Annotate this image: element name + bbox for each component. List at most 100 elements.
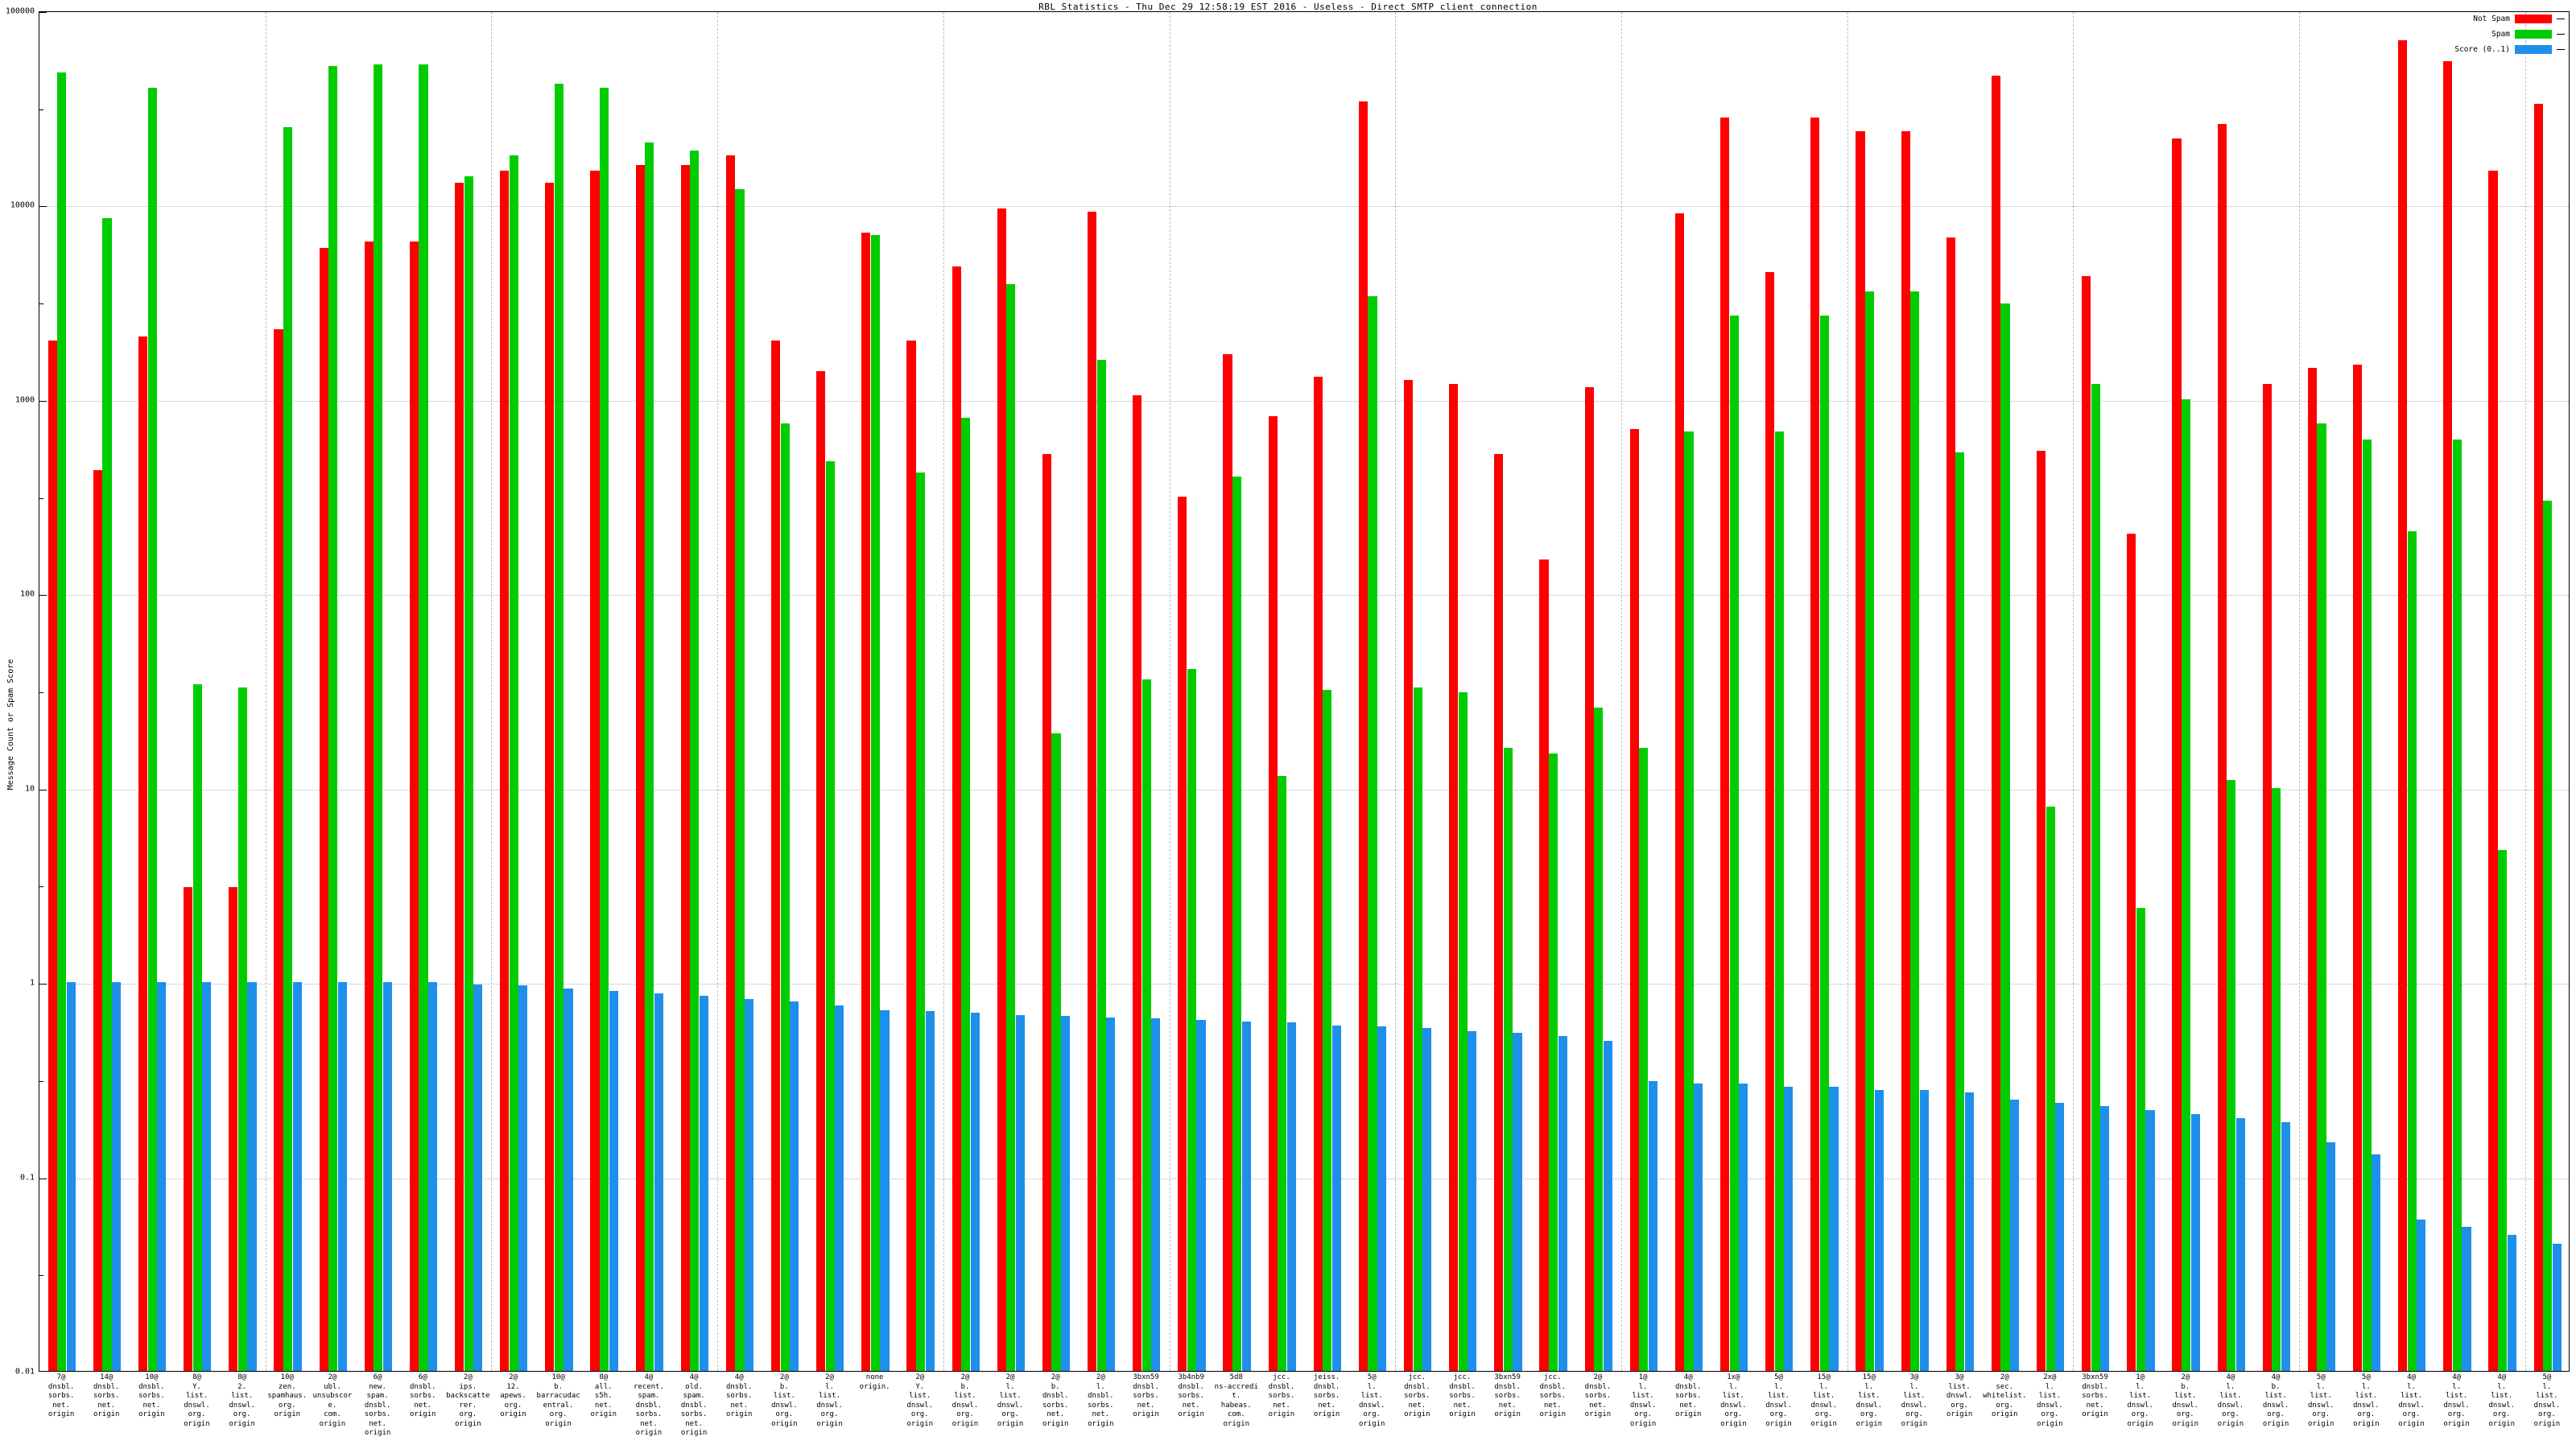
bar-score: [2417, 1220, 2426, 1371]
legend-color-swatch: [2515, 14, 2552, 23]
x-label-host-segment: list.: [1948, 1382, 1971, 1391]
bar-spam: [2046, 807, 2055, 1371]
bar-spam: [599, 88, 609, 1371]
bar-not-spam: [1133, 394, 1142, 1371]
x-label-kind: origin: [1901, 1419, 1928, 1428]
x-label-host-segment: l.: [2361, 1382, 2371, 1391]
bar-spam: [2317, 423, 2326, 1371]
x-label-host-segment: list.: [2264, 1392, 2287, 1400]
bar-not-spam: [1856, 130, 1865, 1371]
x-axis-tick-label: 5@ l. list. dnswl. org. origin: [1756, 1373, 1801, 1429]
x-label-kind: origin: [364, 1429, 391, 1437]
bar-not-spam: [1584, 387, 1594, 1371]
legend-label: Not Spam: [2473, 14, 2510, 23]
bar-score: [66, 982, 76, 1371]
x-label-host-segment: sorbs.: [409, 1392, 436, 1400]
x-label-host-segment: Y.: [192, 1382, 201, 1391]
x-label-host-segment: list.: [2355, 1392, 2377, 1400]
x-label-kind: origin: [2127, 1419, 2153, 1428]
bar-score: [1061, 1016, 1071, 1371]
legend-tick-line: [2557, 48, 2565, 50]
bar-not-spam: [2398, 40, 2408, 1371]
x-axis-labels: 7@ dnsbl. sorbs. net. origin 14@ dnsbl. sorbs. n…: [39, 1373, 2570, 1449]
x-label-host-segment: net.: [1273, 1401, 1290, 1410]
x-label-host-segment: list.: [1360, 1392, 1383, 1400]
x-label-host-segment: spamhaus.: [267, 1392, 308, 1400]
x-label-host-segment: sorbs.: [138, 1392, 165, 1400]
x-label-count: 2@: [1096, 1373, 1105, 1381]
bar-not-spam: [1946, 237, 1955, 1371]
bar-score: [1829, 1086, 1839, 1371]
x-label-host-segment: dnswl.: [2398, 1401, 2425, 1410]
bar-not-spam: [1358, 101, 1368, 1371]
x-label-kind: origin: [1765, 1419, 1792, 1428]
bar-not-spam: [590, 170, 600, 1371]
bar-spam: [1639, 748, 1649, 1371]
x-label-host-segment: b.: [2271, 1382, 2281, 1391]
x-label-host-segment: spam.: [366, 1392, 389, 1400]
y-axis-tick: [39, 984, 47, 985]
x-label-count: 2@: [779, 1373, 789, 1381]
x-label-host-segment: dnswl.: [2262, 1401, 2289, 1410]
bar-not-spam: [1810, 118, 1820, 1371]
bar-not-spam: [1719, 118, 1730, 1371]
bar-not-spam: [2036, 451, 2046, 1371]
x-label-host-segment: dnswl.: [906, 1401, 934, 1410]
bar-not-spam: [1629, 429, 1639, 1371]
bar-not-spam: [1674, 213, 1684, 1371]
x-label-count: 5@: [2542, 1373, 2552, 1381]
bar-not-spam: [816, 370, 826, 1371]
x-axis-tick-label: 2@ b. list. dnswl. org. origin: [2163, 1373, 2208, 1429]
bar-spam: [2000, 303, 2010, 1371]
bar-score: [654, 993, 663, 1371]
bar-spam: [1684, 431, 1694, 1371]
x-axis-tick-label: 10@ b. barracudacentral. org. origin: [536, 1373, 581, 1429]
x-label-host-segment: list.: [1722, 1392, 1744, 1400]
bar-spam: [735, 189, 745, 1371]
bar-score: [1558, 1035, 1567, 1371]
grid-line-horizontal: [39, 595, 2569, 597]
x-label-kind: origin: [1042, 1419, 1069, 1428]
x-label-count: 4@: [2452, 1373, 2462, 1381]
x-label-count: 5d8: [1229, 1373, 1243, 1381]
x-label-host-segment: dnsbl.: [1674, 1382, 1702, 1391]
x-label-host-segment: net.: [369, 1419, 386, 1428]
x-label-host-segment: org.: [2176, 1410, 2194, 1418]
bar-not-spam: [1901, 130, 1910, 1371]
x-label-host-segment: sorbs.: [1268, 1392, 1295, 1400]
y-axis-tick-label: 10: [24, 784, 35, 794]
bar-spam: [419, 64, 428, 1371]
x-label-count: 4@: [2497, 1373, 2507, 1381]
y-axis-minor-tick: [39, 692, 43, 693]
x-label-host-segment: backscatterer.: [446, 1392, 490, 1410]
x-axis-tick-label: 4@ b. list. dnswl. org. origin: [2253, 1373, 2298, 1429]
x-label-host-segment: 12.: [506, 1382, 520, 1391]
bar-not-spam: [500, 170, 510, 1371]
x-axis-tick-label: 2@ ubl. unsubscore. com. origin: [310, 1373, 355, 1429]
x-label-host-segment: l.: [2045, 1382, 2054, 1391]
x-label-kind: origin: [2398, 1419, 2425, 1428]
x-label-host-segment: sorbs.: [1494, 1392, 1521, 1400]
x-label-host-segment: org.: [1724, 1410, 1743, 1418]
bar-score: [564, 988, 573, 1371]
x-label-count: 4@: [2226, 1373, 2235, 1381]
plot-inner: [39, 12, 2569, 1371]
x-label-host-segment: list.: [2310, 1392, 2332, 1400]
bar-not-spam: [184, 886, 193, 1371]
x-label-count: 3bxn59: [2082, 1373, 2108, 1381]
bar-score: [518, 985, 528, 1371]
x-label-count: jcc.: [1453, 1373, 1472, 1381]
x-label-host-segment: dnswl.: [997, 1401, 1024, 1410]
x-label-kind: origin: [1991, 1410, 2018, 1418]
bar-score: [1648, 1080, 1658, 1371]
x-label-host-segment: net.: [1498, 1401, 1517, 1410]
x-label-host-segment: net.: [97, 1401, 116, 1410]
x-label-kind: origin: [1313, 1410, 1340, 1418]
bar-spam: [1141, 679, 1151, 1371]
x-label-host-segment: org.: [2131, 1410, 2149, 1418]
x-label-host-segment: dnsbl.: [47, 1382, 75, 1391]
x-label-host-segment: dnswl.: [2443, 1401, 2470, 1410]
x-label-host-segment: dnsbl.: [364, 1401, 391, 1410]
x-label-host-segment: list.: [1813, 1392, 1835, 1400]
